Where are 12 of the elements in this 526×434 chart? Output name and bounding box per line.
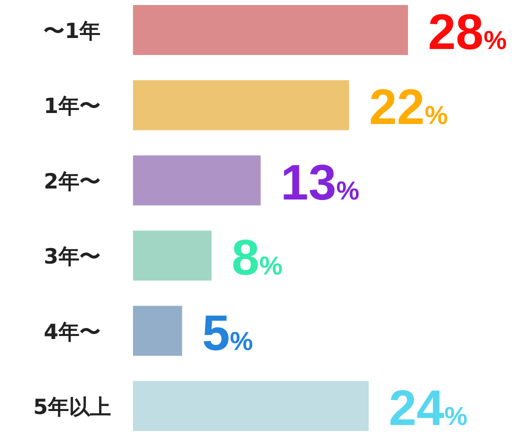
data-label: 5%: [202, 304, 254, 361]
data-label: 24%: [388, 380, 468, 434]
y-tick-label: 5年以上: [33, 395, 111, 419]
y-tick-label: 3年〜: [44, 244, 100, 269]
y-tick-label: 2年〜: [44, 169, 100, 194]
y-tick-label: 4年〜: [44, 320, 100, 344]
data-label: 13%: [280, 154, 360, 210]
data-label: 28%: [428, 4, 507, 60]
data-label: 8%: [232, 230, 283, 286]
data-label: 22%: [369, 79, 448, 136]
y-tick-label: 1年〜: [44, 94, 100, 118]
y-tick-label: 〜1年: [44, 19, 100, 43]
